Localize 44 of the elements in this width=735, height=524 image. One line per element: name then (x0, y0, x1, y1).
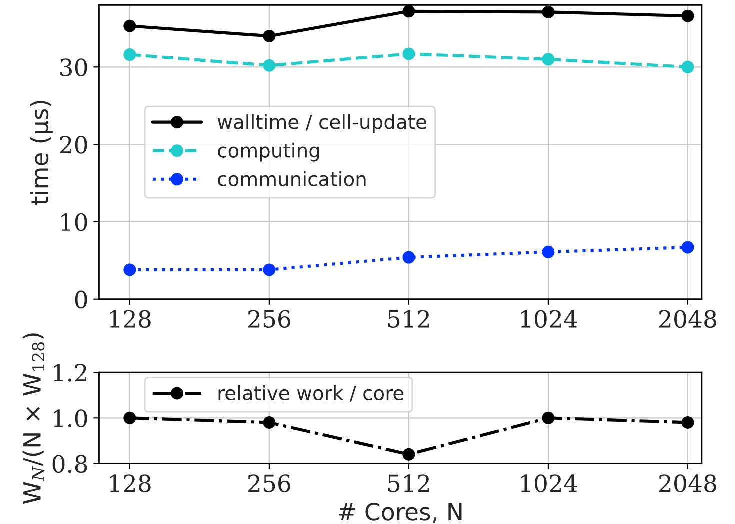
point (542, 6, 555, 18)
point (542, 53, 555, 66)
point (263, 416, 276, 429)
x-axis-title: # Cores, N (338, 502, 462, 524)
point (542, 246, 555, 258)
x-tick-label: 1024 (521, 474, 578, 492)
y-tick-label: 0 (75, 290, 88, 309)
point (124, 20, 136, 32)
y-tick-label: 20 (60, 136, 88, 154)
x-tick-label: 512 (388, 474, 430, 492)
x-tick-label: 256 (248, 474, 290, 492)
y-axis-title: W$_{N}$/(N × W$_{128}$) (22, 334, 45, 504)
y-tick-label: 30 (60, 58, 88, 76)
point (682, 241, 694, 254)
point (682, 416, 694, 429)
x-tick-label: 256 (248, 310, 290, 328)
y-axis-title: time (μs) (30, 101, 54, 205)
y-tick-label: 1.0 (54, 410, 88, 428)
point (124, 412, 136, 424)
legend-label: walltime / cell-update (218, 114, 426, 134)
point (263, 264, 276, 276)
point (402, 448, 416, 461)
x-tick-label: 2048 (660, 310, 716, 328)
point (682, 60, 694, 74)
x-tick-label: 128 (110, 310, 151, 328)
point (542, 412, 555, 424)
point (124, 264, 136, 276)
point (682, 10, 694, 22)
y-tick-label: 1.2 (54, 364, 86, 382)
point (124, 48, 136, 62)
x-tick-label: 2048 (660, 474, 716, 492)
legend-label: communication (218, 171, 366, 186)
y-tick-label: 10 (62, 213, 88, 232)
legend-label: computing (218, 142, 320, 162)
x-tick-label: 512 (388, 310, 430, 328)
point (402, 48, 416, 60)
point (402, 251, 416, 264)
point (263, 59, 276, 72)
legend-label: relative work / core (218, 386, 404, 402)
point (402, 5, 416, 18)
x-tick-label: 128 (110, 474, 151, 492)
y-tick-label: 0.8 (52, 455, 88, 474)
point (263, 30, 276, 42)
x-tick-label: 1024 (521, 310, 578, 328)
